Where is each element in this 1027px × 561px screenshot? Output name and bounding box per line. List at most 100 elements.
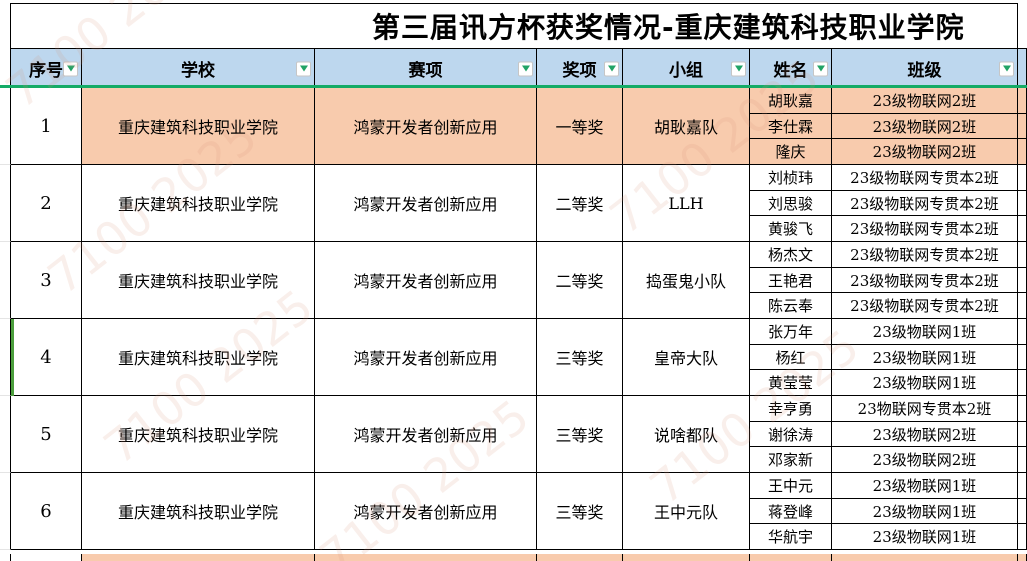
cell-group[interactable]: 皇帝大队: [623, 319, 750, 396]
left-gutter: [0, 165, 11, 242]
selection-border: [11, 319, 14, 396]
member-name-cell[interactable]: 刘思骏: [750, 191, 831, 217]
member-name-cell[interactable]: 王中元: [750, 473, 831, 499]
title-row: 第三届讯方杯获奖情况-重庆建筑科技职业学院: [0, 3, 1027, 48]
member-class-cell[interactable]: 23级物联网1班: [832, 319, 1017, 345]
table-row: 5 重庆建筑科技职业学院 鸿蒙开发者创新应用 三等奖 说啥都队 幸亨勇 谢徐涛 …: [0, 396, 1027, 473]
cell-school[interactable]: 重庆建筑科技职业学院: [82, 319, 315, 396]
filter-dropdown-icon[interactable]: [731, 61, 746, 76]
member-name-cell[interactable]: 陈云奉: [767, 297, 813, 316]
header-cell-award[interactable]: 奖项: [537, 48, 623, 88]
filter-dropdown-icon[interactable]: [63, 61, 78, 76]
cell-event[interactable]: 鸿蒙开发者创新应用: [315, 88, 537, 165]
filter-dropdown-icon[interactable]: [518, 61, 533, 76]
cell-index[interactable]: 5: [11, 396, 82, 473]
member-class-cell[interactable]: 23级物联网2班: [872, 451, 977, 470]
member-name-cell[interactable]: 蒋登峰: [750, 499, 831, 525]
member-name-cell[interactable]: 杨红: [750, 345, 831, 371]
member-class-cell[interactable]: 23级物联网2班: [832, 422, 1017, 448]
header-cell-name[interactable]: 姓名: [750, 48, 832, 88]
cell-index[interactable]: 6: [11, 473, 82, 550]
cell-event[interactable]: 鸿蒙开发者创新应用: [315, 319, 537, 396]
member-class-cell[interactable]: 23级物联网专贯本2班: [832, 268, 1017, 294]
cell-names: 胡耿嘉 李仕霖 隆庆: [750, 88, 832, 165]
cell-group[interactable]: 捣蛋鬼小队: [623, 242, 750, 319]
left-gutter: [0, 48, 11, 88]
title-cell[interactable]: 第三届讯方杯获奖情况-重庆建筑科技职业学院: [11, 3, 1018, 48]
cell-event[interactable]: 鸿蒙开发者创新应用: [315, 396, 537, 473]
filter-dropdown-icon[interactable]: [296, 61, 311, 76]
cell-index[interactable]: 1: [11, 88, 82, 165]
filter-dropdown-icon[interactable]: [604, 61, 619, 76]
filter-dropdown-icon[interactable]: [813, 61, 828, 76]
member-name-cell[interactable]: 华航宇: [767, 528, 813, 547]
header-cell-group[interactable]: 小组: [623, 48, 750, 88]
cell-event[interactable]: 鸿蒙开发者创新应用: [315, 165, 537, 242]
cell-award[interactable]: 三等奖: [537, 396, 623, 473]
header-underline: [0, 85, 1027, 88]
member-name-cell[interactable]: 黄莹莹: [767, 374, 813, 393]
cell-award[interactable]: 二等奖: [537, 165, 623, 242]
member-name-cell[interactable]: 杨杰文: [750, 242, 831, 268]
cell-school[interactable]: 重庆建筑科技职业学院: [82, 242, 315, 319]
cell-event[interactable]: [315, 554, 537, 561]
header-cell-event[interactable]: 赛项: [315, 48, 537, 88]
cell-index[interactable]: 3: [11, 242, 82, 319]
member-class-cell[interactable]: 23级物联网1班: [832, 499, 1017, 525]
cell-award[interactable]: 三等奖: [537, 473, 623, 550]
cell-award[interactable]: 三等奖: [537, 319, 623, 396]
member-class-cell[interactable]: 23级物联网1班: [832, 345, 1017, 371]
cell-school[interactable]: 重庆建筑科技职业学院: [82, 396, 315, 473]
member-name-cell[interactable]: 隆庆: [775, 143, 806, 162]
member-class-cell[interactable]: 23物联网专贯本2班: [832, 396, 1017, 422]
cell-group[interactable]: LLH: [623, 165, 750, 242]
cell-award[interactable]: [537, 554, 623, 561]
cell-names: 刘桢玮 刘思骏 黄骏飞: [750, 165, 832, 242]
cell-school[interactable]: [82, 554, 315, 561]
cell-award[interactable]: 二等奖: [537, 242, 623, 319]
member-class-cell[interactable]: 23级物联网2班: [832, 114, 1017, 140]
member-class-cell[interactable]: 23级物联网2班: [832, 88, 1017, 114]
cell-event[interactable]: 鸿蒙开发者创新应用: [315, 473, 537, 550]
cell-index[interactable]: [11, 554, 82, 561]
cell-award[interactable]: 一等奖: [537, 88, 623, 165]
cell-names[interactable]: [750, 554, 832, 561]
member-class-cell[interactable]: 23级物联网专贯本2班: [850, 220, 999, 239]
cell-group[interactable]: 说啥都队: [623, 396, 750, 473]
cell-school[interactable]: 重庆建筑科技职业学院: [82, 88, 315, 165]
member-class-cell[interactable]: 23级物联网1班: [832, 473, 1017, 499]
member-class-cell[interactable]: 23级物联网2班: [872, 143, 977, 162]
right-gutter: [1018, 165, 1027, 242]
member-name-cell[interactable]: 幸亨勇: [750, 396, 831, 422]
header-cell-class[interactable]: 班级: [832, 48, 1018, 88]
cell-group[interactable]: 王中元队: [623, 473, 750, 550]
member-class-cell[interactable]: 23级物联网1班: [872, 528, 977, 547]
chevron-down-icon: [816, 65, 825, 72]
member-class-cell[interactable]: 23级物联网专贯本2班: [832, 242, 1017, 268]
member-class-cell[interactable]: 23级物联网1班: [872, 374, 977, 393]
member-name-cell[interactable]: 张万年: [750, 319, 831, 345]
cell-event[interactable]: 鸿蒙开发者创新应用: [315, 242, 537, 319]
member-class-cell[interactable]: 23级物联网专贯本2班: [832, 191, 1017, 217]
member-name-cell[interactable]: 邓家新: [767, 451, 813, 470]
member-name-cell[interactable]: 王艳君: [750, 268, 831, 294]
member-name-cell[interactable]: 谢徐涛: [750, 422, 831, 448]
member-name-cell[interactable]: 黄骏飞: [767, 220, 813, 239]
cell-names: 王中元 蒋登峰 华航宇: [750, 473, 832, 550]
member-class-cell[interactable]: 23级物联网专贯本2班: [850, 297, 999, 316]
cell-group[interactable]: 胡耿嘉队: [623, 88, 750, 165]
filter-dropdown-icon[interactable]: [999, 61, 1014, 76]
member-class-cell[interactable]: 23级物联网专贯本2班: [832, 165, 1017, 191]
member-name-cell[interactable]: 刘桢玮: [750, 165, 831, 191]
header-cell-school[interactable]: 学校: [82, 48, 315, 88]
cell-school[interactable]: 重庆建筑科技职业学院: [82, 473, 315, 550]
cell-school[interactable]: 重庆建筑科技职业学院: [82, 165, 315, 242]
left-gutter: [0, 396, 11, 473]
cell-index[interactable]: 4: [11, 319, 82, 396]
cell-index[interactable]: 2: [11, 165, 82, 242]
member-name-cell[interactable]: 李仕霖: [750, 114, 831, 140]
cell-classes[interactable]: [832, 554, 1018, 561]
cell-group[interactable]: [623, 554, 750, 561]
header-cell-index[interactable]: 序号: [11, 48, 82, 88]
member-name-cell[interactable]: 胡耿嘉: [750, 88, 831, 114]
